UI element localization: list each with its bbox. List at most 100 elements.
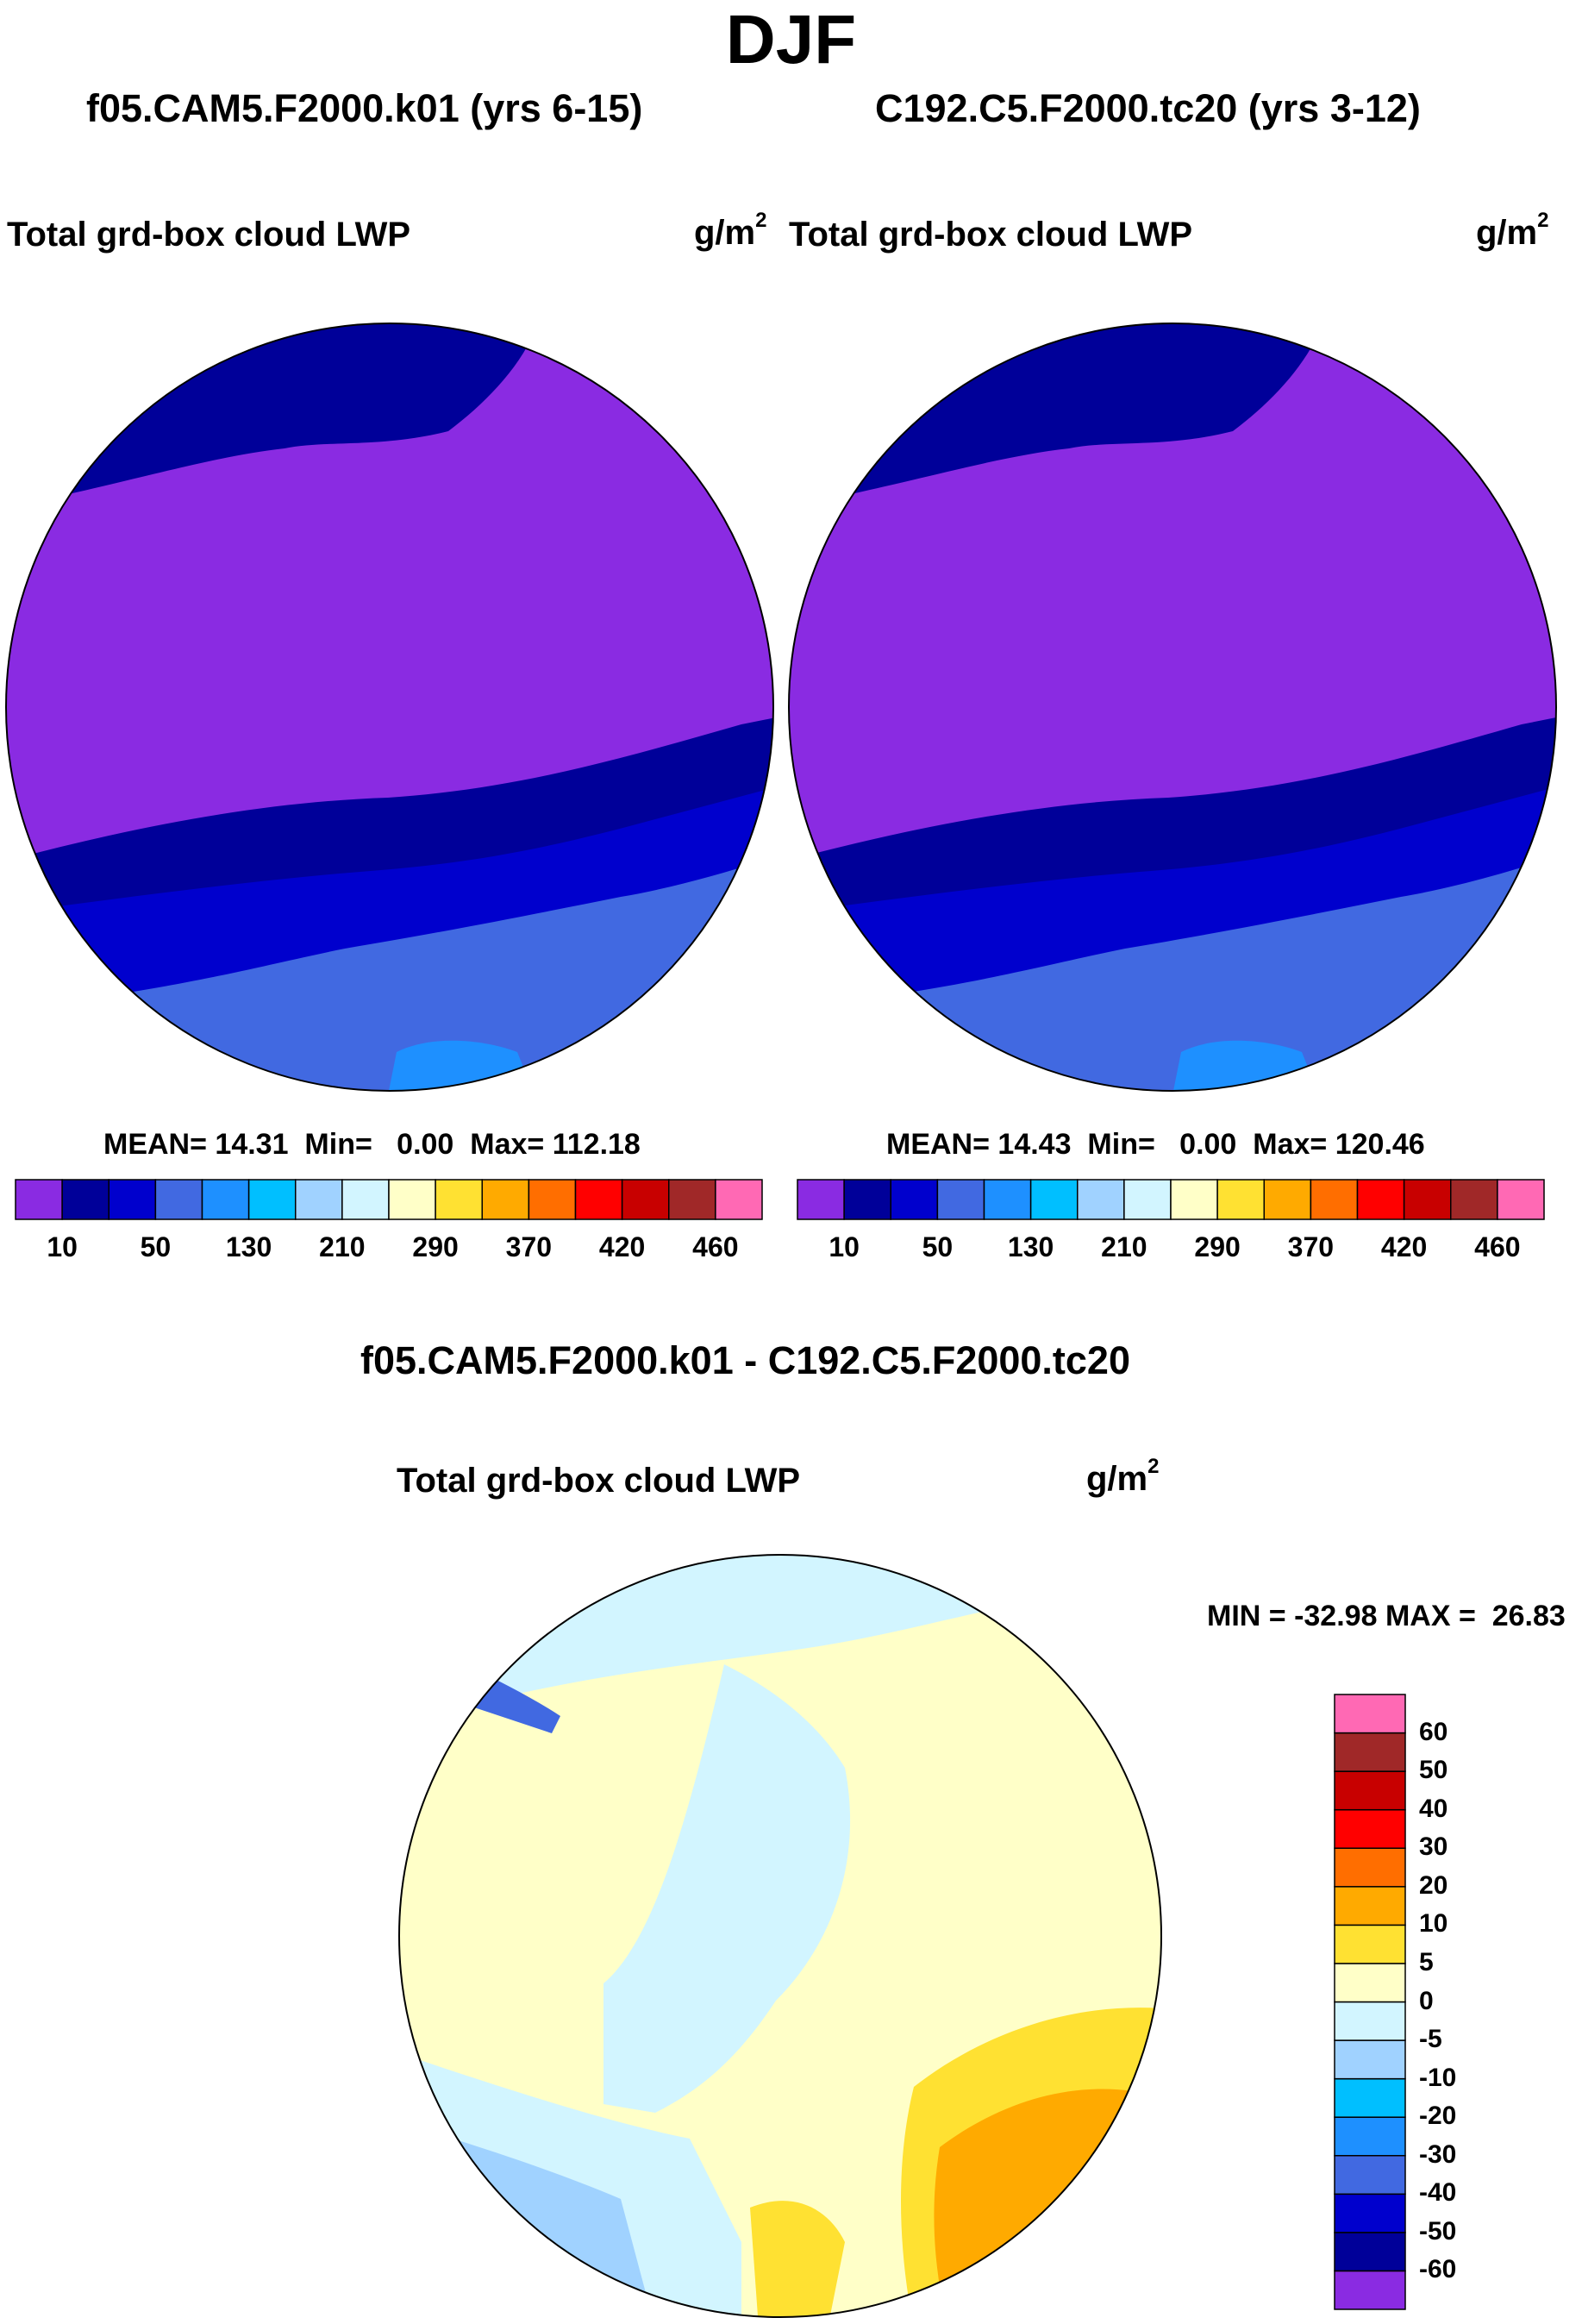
colorbar-swatch bbox=[1403, 1179, 1452, 1220]
diff-units-label: g/m2 bbox=[1086, 1455, 1160, 1498]
colorbar-tick-label: 130 bbox=[1007, 1231, 1054, 1262]
colorbar-swatch bbox=[435, 1179, 483, 1220]
colorbar-swatch bbox=[15, 1179, 63, 1220]
right-colorbar bbox=[797, 1179, 1545, 1220]
colorbar-swatch bbox=[1334, 2193, 1406, 2233]
colorbar-swatch bbox=[1334, 2270, 1406, 2310]
colorbar-tick-label: 420 bbox=[1380, 1231, 1428, 1262]
colorbar-swatch bbox=[1334, 1847, 1406, 1888]
colorbar-swatch bbox=[1356, 1179, 1405, 1220]
left-variable-label: Total grd-box cloud LWP bbox=[7, 216, 411, 254]
colorbar-swatch bbox=[1334, 2039, 1406, 2080]
colorbar-tick-label: 460 bbox=[1474, 1231, 1521, 1262]
colorbar-swatch bbox=[621, 1179, 670, 1220]
colorbar-tick-label: 40 bbox=[1419, 1794, 1448, 1823]
right-map bbox=[789, 323, 1556, 1091]
colorbar-swatch bbox=[1334, 1732, 1406, 1772]
colorbar-swatch bbox=[1334, 2001, 1406, 2041]
left-map-upper-mid bbox=[6, 323, 155, 431]
colorbar-swatch bbox=[481, 1179, 530, 1220]
diff-colorbar bbox=[1334, 1694, 1406, 2310]
right-run-title: C192.C5.F2000.tc20 (yrs 3-12) bbox=[875, 86, 1421, 130]
colorbar-tick-label: -40 bbox=[1419, 2178, 1457, 2208]
colorbar-swatch bbox=[1170, 1179, 1218, 1220]
colorbar-swatch bbox=[1216, 1179, 1265, 1220]
colorbar-tick-label: 30 bbox=[1419, 1832, 1448, 1862]
right-map-upper-mid bbox=[789, 323, 935, 431]
colorbar-tick-label: 20 bbox=[1419, 1870, 1448, 1900]
colorbar-swatch bbox=[1310, 1179, 1359, 1220]
left-run-title: f05.CAM5.F2000.k01 (yrs 6-15) bbox=[86, 86, 643, 130]
colorbar-swatch bbox=[1334, 1924, 1406, 1964]
colorbar-tick-label: -60 bbox=[1419, 2255, 1457, 2284]
colorbar-tick-label: -10 bbox=[1419, 2063, 1457, 2092]
colorbar-swatch bbox=[936, 1179, 985, 1220]
main-title: DJF bbox=[725, 1, 857, 78]
colorbar-swatch bbox=[983, 1179, 1032, 1220]
colorbar-tick-label: 10 bbox=[829, 1231, 860, 1262]
colorbar-tick-label: 5 bbox=[1419, 1947, 1434, 1976]
colorbar-swatch bbox=[1334, 1694, 1406, 1734]
left-stats: MEAN= 14.31 Min= 0.00 Max= 112.18 bbox=[103, 1128, 641, 1161]
colorbar-tick-label: 460 bbox=[692, 1231, 739, 1262]
colorbar-tick-label: 10 bbox=[1419, 1909, 1448, 1939]
colorbar-swatch bbox=[1123, 1179, 1172, 1220]
colorbar-tick-label: 290 bbox=[412, 1231, 459, 1262]
colorbar-swatch bbox=[715, 1179, 763, 1220]
colorbar-swatch bbox=[295, 1179, 343, 1220]
colorbar-swatch bbox=[108, 1179, 157, 1220]
colorbar-swatch bbox=[1029, 1179, 1079, 1220]
colorbar-tick-label: 290 bbox=[1194, 1231, 1241, 1262]
colorbar-tick-label: 420 bbox=[598, 1231, 646, 1262]
colorbar-swatch bbox=[1334, 1808, 1406, 1849]
colorbar-swatch bbox=[1450, 1179, 1498, 1220]
colorbar-swatch bbox=[247, 1179, 297, 1220]
colorbar-swatch bbox=[1334, 1963, 1406, 2003]
left-map bbox=[6, 323, 773, 1091]
diff-variable-label: Total grd-box cloud LWP bbox=[397, 1462, 801, 1500]
left-map-upper-light bbox=[6, 323, 129, 448]
colorbar-tick-label: 50 bbox=[140, 1231, 172, 1262]
colorbar-swatch bbox=[1334, 2232, 1406, 2272]
right-variable-label: Total grd-box cloud LWP bbox=[789, 216, 1193, 254]
right-map-upper-light bbox=[789, 323, 910, 448]
diff-stats: MIN = -32.98 MAX = 26.83 bbox=[1207, 1600, 1566, 1632]
colorbar-tick-label: -5 bbox=[1419, 2025, 1442, 2054]
colorbar-swatch bbox=[61, 1179, 109, 1220]
right-map-lower-light bbox=[789, 854, 1556, 1091]
diff-map-yellow-patch bbox=[750, 2201, 845, 2317]
diff-title: f05.CAM5.F2000.k01 - C192.C5.F2000.tc20 bbox=[360, 1338, 1130, 1382]
colorbar-tick-label: 60 bbox=[1419, 1717, 1448, 1746]
colorbar-tick-label: 10 bbox=[47, 1231, 78, 1262]
colorbar-swatch bbox=[1334, 1886, 1406, 1926]
colorbar-swatch bbox=[341, 1179, 390, 1220]
colorbar-tick-label: 370 bbox=[1287, 1231, 1335, 1262]
colorbar-swatch bbox=[201, 1179, 250, 1220]
colorbar-swatch bbox=[1263, 1179, 1312, 1220]
colorbar-tick-label: 50 bbox=[1419, 1756, 1448, 1785]
colorbar-tick-label: 50 bbox=[922, 1231, 954, 1262]
colorbar-swatch bbox=[1497, 1179, 1545, 1220]
left-units-label: g/m2 bbox=[694, 209, 767, 252]
colorbar-swatch bbox=[1334, 2116, 1406, 2157]
colorbar-swatch bbox=[890, 1179, 939, 1220]
colorbar-swatch bbox=[1334, 1770, 1406, 1811]
left-map-border bbox=[5, 323, 774, 1092]
right-units-label: g/m2 bbox=[1476, 209, 1549, 252]
colorbar-swatch bbox=[388, 1179, 436, 1220]
colorbar-tick-label: -30 bbox=[1419, 2139, 1457, 2169]
diff-map-central-blue bbox=[603, 1664, 851, 2113]
colorbar-tick-label: 130 bbox=[225, 1231, 272, 1262]
colorbar-tick-label: -20 bbox=[1419, 2102, 1457, 2131]
colorbar-tick-label: 0 bbox=[1419, 1986, 1434, 2015]
colorbar-swatch bbox=[528, 1179, 577, 1220]
colorbar-swatch bbox=[574, 1179, 623, 1220]
right-stats: MEAN= 14.43 Min= 0.00 Max= 120.46 bbox=[886, 1128, 1425, 1161]
right-map-border bbox=[788, 323, 1557, 1092]
colorbar-swatch bbox=[1334, 2155, 1406, 2196]
colorbar-tick-label: 370 bbox=[505, 1231, 553, 1262]
colorbar-swatch bbox=[843, 1179, 891, 1220]
diff-map-border bbox=[398, 1554, 1162, 2318]
colorbar-swatch bbox=[668, 1179, 716, 1220]
